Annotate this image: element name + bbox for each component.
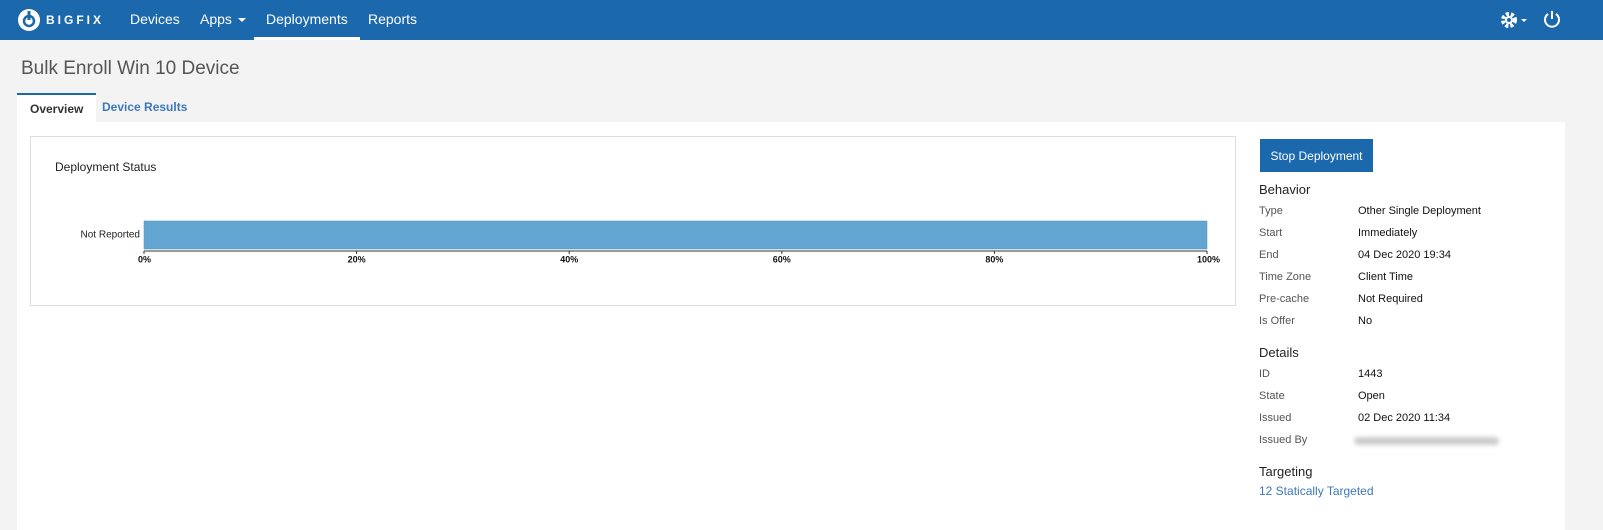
- brand[interactable]: BIGFIX: [46, 13, 105, 27]
- nav-item[interactable]: Reports: [368, 11, 418, 27]
- row-value: Client Time: [1358, 271, 1414, 283]
- detail-row: Start Immediately: [1259, 222, 1559, 244]
- row-value: Other Single Deployment: [1358, 205, 1481, 217]
- detail-row: Time Zone Client Time: [1259, 266, 1559, 288]
- x-tick-label: 20%: [348, 254, 366, 264]
- row-label: Time Zone: [1259, 271, 1312, 283]
- settings-icon[interactable]: [1500, 10, 1530, 30]
- x-tick-label: 80%: [985, 254, 1003, 264]
- row-value: Immediately: [1358, 227, 1418, 239]
- chart-card: Deployment Status Not Reported 0% 20% 40% 60%…: [30, 136, 1236, 306]
- detail-row: Issued By: [1259, 429, 1559, 451]
- row-value: No: [1358, 315, 1373, 327]
- row-value: 02 Dec 2020 11:34: [1358, 412, 1451, 424]
- row-label: End: [1259, 249, 1279, 261]
- section-title: Details: [1259, 345, 1299, 360]
- chart-title: Deployment Status: [55, 160, 156, 174]
- row-label: Type: [1259, 205, 1283, 217]
- row-label: Issued: [1259, 412, 1292, 424]
- power-icon[interactable]: [1542, 9, 1562, 29]
- x-tick-label: 60%: [773, 254, 791, 264]
- detail-row: Issued 02 Dec 2020 11:34: [1259, 407, 1559, 429]
- logo: [18, 9, 40, 31]
- tab[interactable]: Device Results: [102, 100, 188, 114]
- bar: [143, 220, 1208, 250]
- nav-item[interactable]: Devices: [130, 11, 180, 27]
- nav-bar: BIGFIX Devices Apps Deployments Reports: [0, 0, 1603, 40]
- chart: Deployment Status Not Reported 0% 20% 40% 60%…: [55, 160, 1220, 264]
- detail-row: Pre-cache Not Required: [1259, 288, 1559, 310]
- section: Behavior Type Other Single Deployment Start…: [1259, 180, 1559, 332]
- detail-row: Type Other Single Deployment: [1259, 200, 1559, 222]
- row-label: State: [1259, 390, 1285, 402]
- category-label: Not Reported: [81, 230, 140, 241]
- row-value: 1443: [1358, 368, 1383, 380]
- row-label: Pre-cache: [1259, 293, 1310, 305]
- page-title: Bulk Enroll Win 10 Device: [21, 58, 240, 79]
- tab[interactable]: Overview: [17, 93, 97, 123]
- section-title: Behavior: [1259, 182, 1311, 197]
- section: Details ID 1443 State Open Issued 02 Dec 2020 …: [1259, 343, 1559, 451]
- detail-row: State Open: [1259, 385, 1559, 407]
- x-tick-label: 0%: [138, 254, 151, 264]
- targeting-link[interactable]: 12 Statically Targeted: [1259, 484, 1374, 498]
- x-tick-label: 100%: [1197, 254, 1220, 264]
- row-value: Open: [1358, 390, 1385, 402]
- nav-item[interactable]: Deployments: [254, 0, 360, 40]
- row-label: Start: [1259, 227, 1283, 239]
- detail-row: Is Offer No: [1259, 310, 1559, 332]
- detail-row: ID 1443: [1259, 363, 1559, 385]
- row-label: Is Offer: [1259, 315, 1295, 327]
- nav-item[interactable]: Apps: [200, 0, 248, 40]
- row-label: Issued By: [1259, 434, 1308, 446]
- section-title: Targeting: [1259, 464, 1313, 479]
- caret: [237, 18, 246, 22]
- row-value: 04 Dec 2020 19:34: [1358, 249, 1451, 261]
- section: Targeting 12 Statically Targeted: [1259, 462, 1559, 500]
- blurred-value: [1354, 437, 1499, 445]
- detail-row: End 04 Dec 2020 19:34: [1259, 244, 1559, 266]
- stop-deployment-button[interactable]: Stop Deployment: [1260, 139, 1373, 172]
- x-tick-label: 40%: [560, 254, 578, 264]
- sidebar: Behavior Type Other Single Deployment Start…: [1259, 180, 1559, 511]
- row-value: Not Required: [1358, 293, 1423, 305]
- row-label: ID: [1259, 368, 1270, 380]
